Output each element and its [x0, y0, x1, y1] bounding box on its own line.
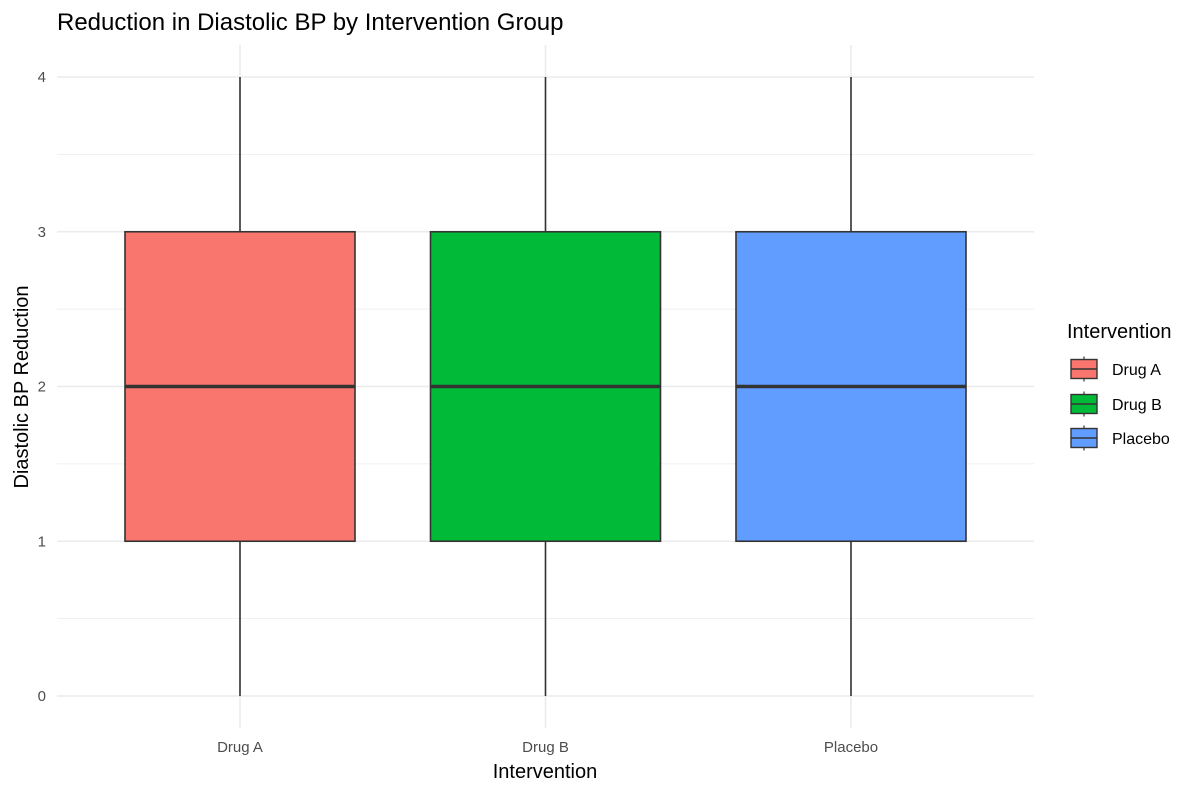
- y-tick-labels: 0 1 2 3 4: [38, 69, 46, 705]
- legend-label: Drug B: [1112, 397, 1162, 414]
- legend-label: Placebo: [1112, 431, 1170, 448]
- y-tick-label: 4: [38, 69, 46, 86]
- chart-title: Reduction in Diastolic BP by Interventio…: [57, 9, 564, 36]
- x-tick-label: Placebo: [824, 739, 878, 756]
- y-tick-label: 0: [38, 688, 46, 705]
- legend-label: Drug A: [1112, 362, 1161, 379]
- legend-title: Intervention: [1067, 321, 1172, 343]
- legend-item-drug-a: Drug A: [1070, 356, 1161, 382]
- box-placebo: [735, 77, 967, 696]
- x-tick-label: Drug B: [522, 739, 569, 756]
- legend-item-placebo: Placebo: [1070, 425, 1170, 451]
- legend: Intervention Drug A Drug B Placebo: [1067, 321, 1172, 451]
- x-axis-title: Intervention: [493, 761, 598, 783]
- x-tick-labels: Drug A Drug B Placebo: [217, 739, 878, 756]
- box-drug-a: [124, 77, 356, 696]
- y-tick-label: 2: [38, 379, 46, 396]
- y-axis-title: Diastolic BP Reduction: [11, 285, 33, 488]
- x-tick-label: Drug A: [217, 739, 263, 756]
- y-tick-label: 3: [38, 224, 46, 241]
- box-drug-b: [429, 77, 662, 696]
- y-tick-label: 1: [38, 533, 46, 550]
- legend-item-drug-b: Drug B: [1070, 391, 1162, 417]
- boxes: [124, 77, 967, 696]
